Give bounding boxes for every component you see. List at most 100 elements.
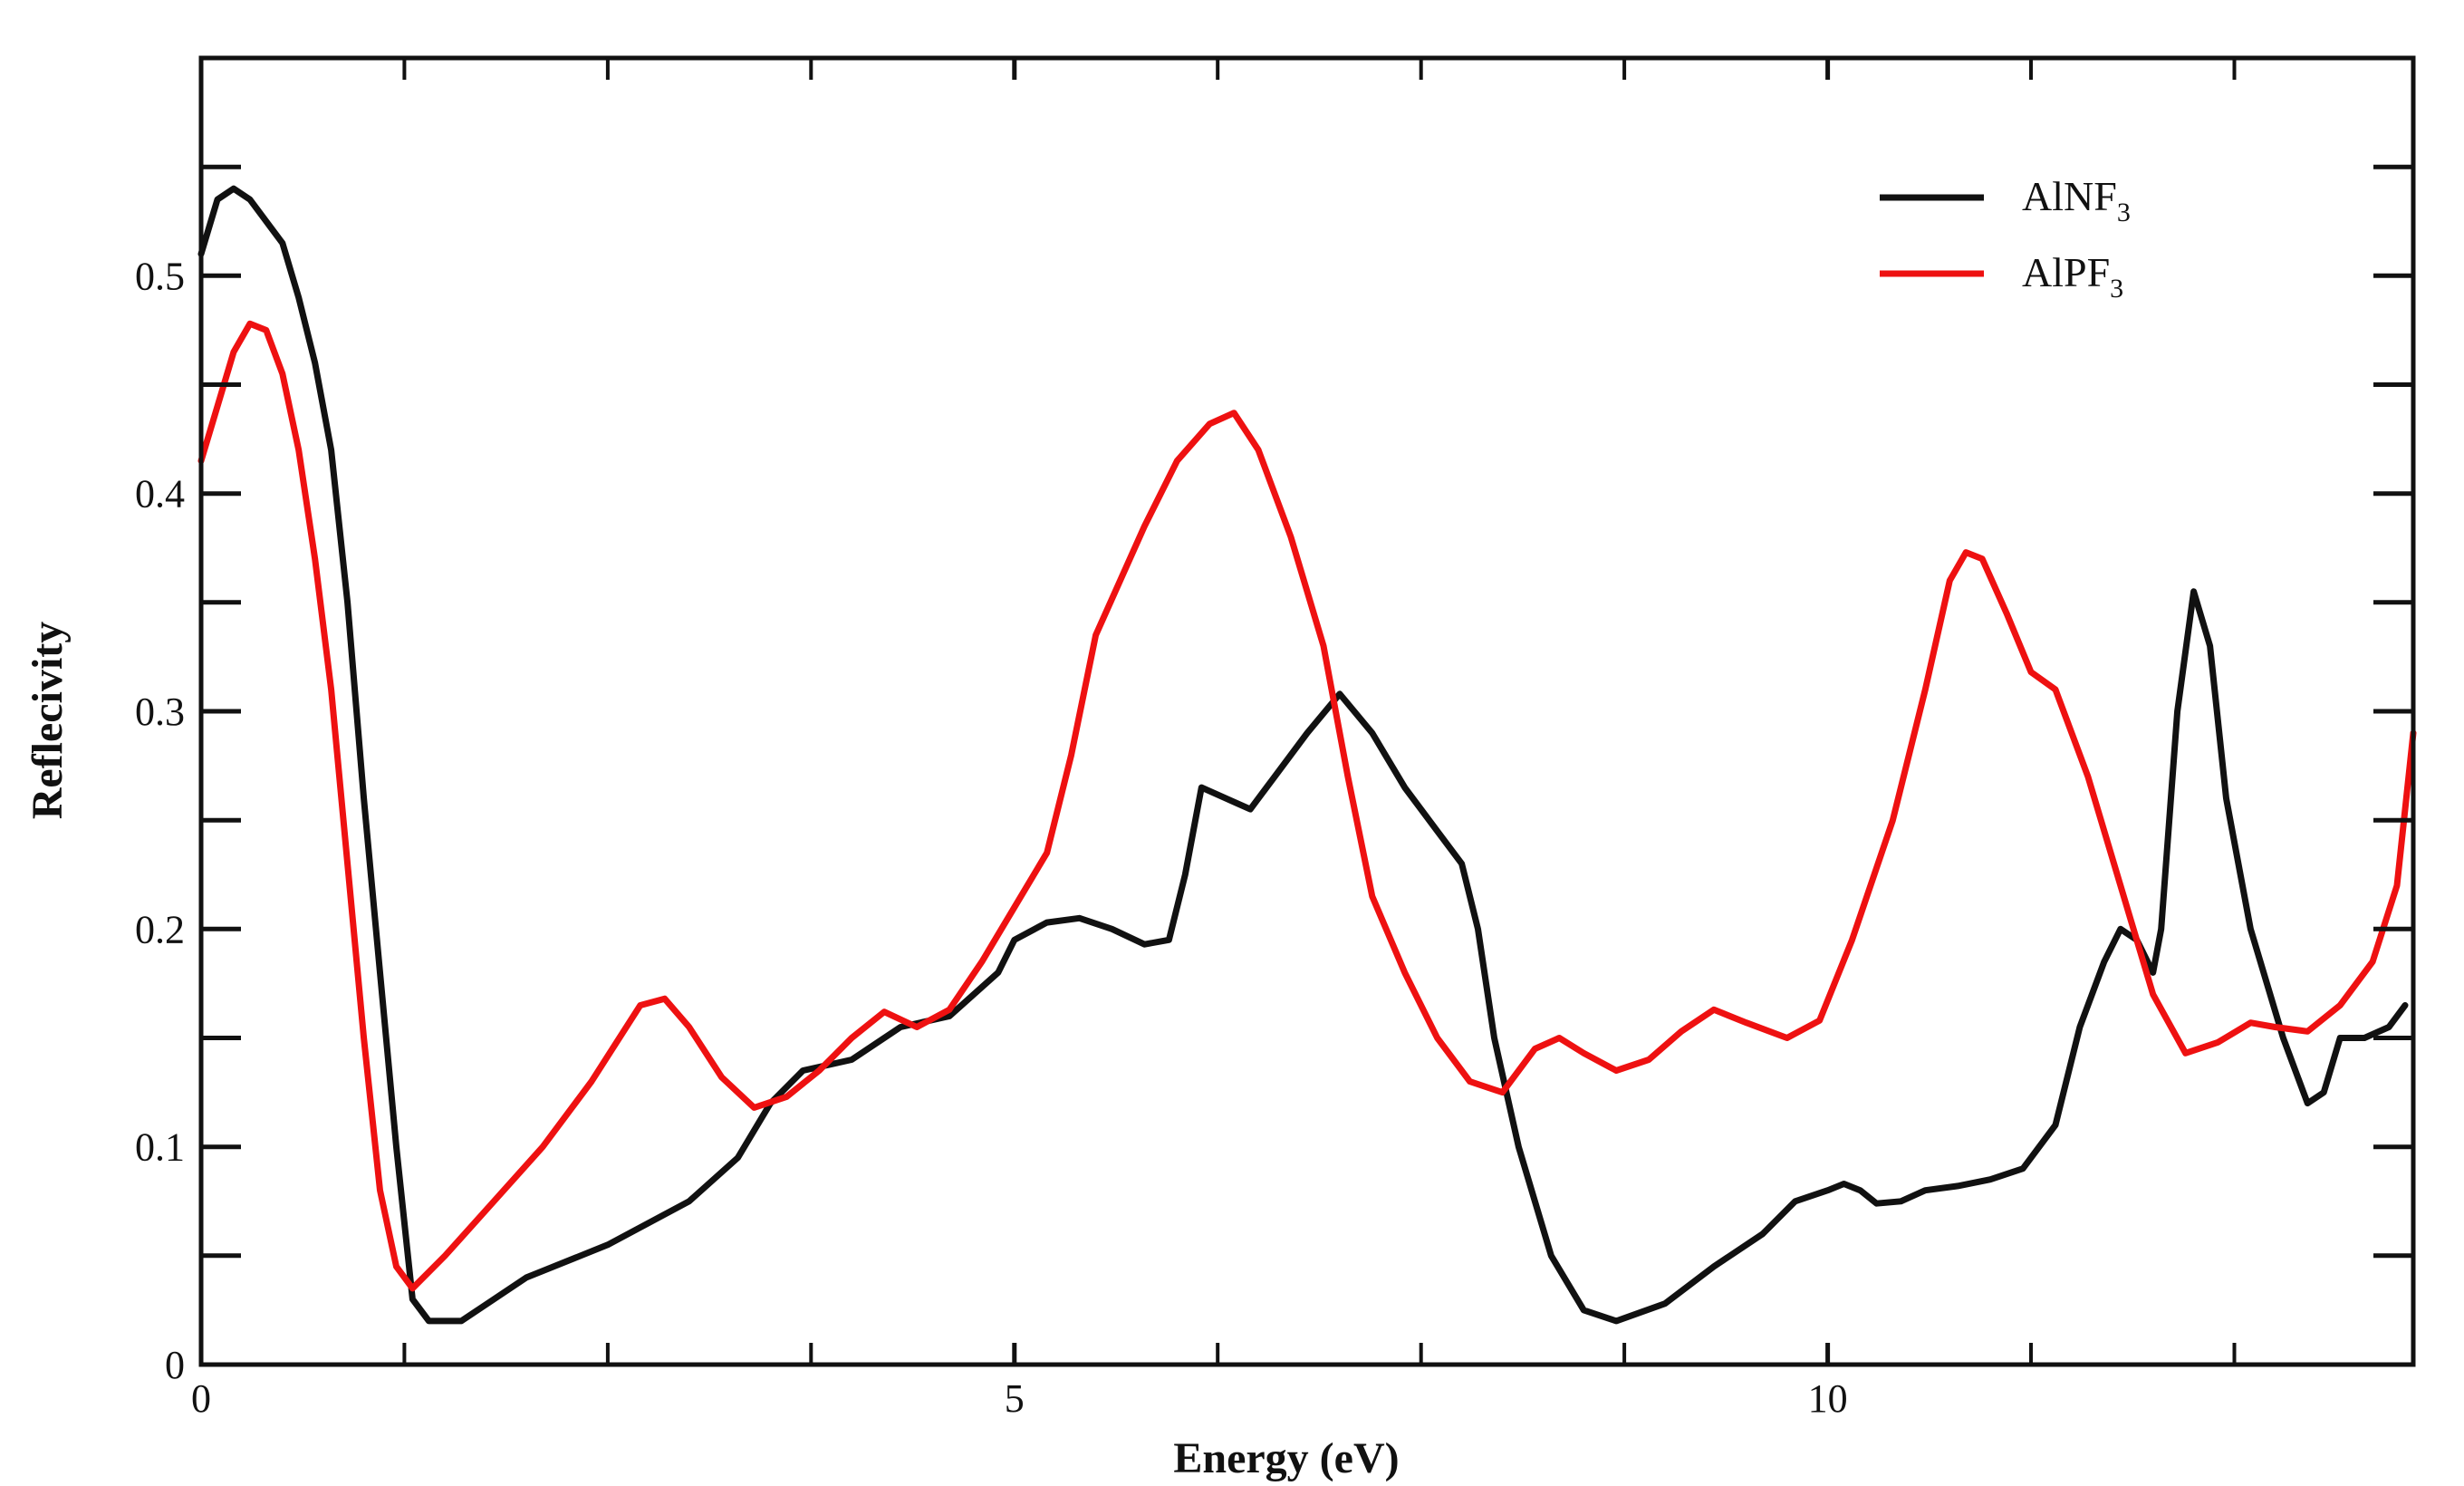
data-point-alnf3-20 — [737, 1157, 738, 1158]
y-tick-label-3: 0.3 — [135, 690, 185, 734]
data-point-alnf3-47 — [1551, 1255, 1552, 1256]
data-point-alnf3-4 — [265, 221, 266, 222]
data-point-alpf3-38 — [1258, 449, 1259, 450]
data-point-alpf3-69 — [2185, 1053, 2186, 1054]
data-point-alpf3-39 — [1291, 536, 1292, 537]
data-point-alnf3-65 — [2103, 961, 2104, 962]
data-point-alpf3-61 — [1966, 552, 1967, 553]
data-point-alnf3-60 — [1958, 1185, 1959, 1186]
data-point-alnf3-14 — [428, 1320, 429, 1321]
data-point-alnf3-7 — [314, 362, 315, 363]
data-point-alnf3-50 — [1665, 1303, 1666, 1304]
data-point-alpf3-21 — [721, 1076, 722, 1077]
legend-label-alnf3: AlNF3 — [2022, 173, 2131, 227]
data-point-alnf3-3 — [249, 199, 250, 200]
data-point-alnf3-57 — [1876, 1203, 1877, 1204]
data-point-alnf3-79 — [2364, 1037, 2365, 1038]
data-point-alnf3-22 — [803, 1070, 804, 1071]
data-point-alpf3-60 — [1949, 580, 1950, 581]
data-point-alpf3-3 — [249, 323, 250, 324]
y-tick-label-4: 0.4 — [135, 472, 185, 516]
data-point-alnf3-31 — [1144, 944, 1145, 945]
data-point-alnf3-29 — [1079, 918, 1080, 919]
data-point-alnf3-63 — [2055, 1124, 2056, 1125]
y-tick-label-0: 0 — [165, 1343, 185, 1387]
data-point-alpf3-67 — [2120, 885, 2121, 886]
y-tick-label-2: 0.2 — [135, 907, 185, 951]
data-point-alnf3-54 — [1827, 1190, 1828, 1191]
data-point-alpf3-46 — [1502, 1092, 1503, 1093]
data-point-alpf3-51 — [1649, 1059, 1650, 1060]
data-point-alpf3-5 — [282, 373, 283, 374]
data-point-alpf3-20 — [688, 1027, 689, 1028]
data-point-alpf3-56 — [1819, 1020, 1820, 1021]
data-point-alpf3-45 — [1469, 1081, 1470, 1082]
data-point-alnf3-64 — [2079, 1027, 2080, 1028]
data-point-alpf3-7 — [314, 558, 315, 559]
data-point-alpf3-31 — [1046, 853, 1047, 854]
data-point-alnf3-59 — [1925, 1190, 1926, 1191]
data-point-alnf3-8 — [331, 449, 332, 450]
data-point-alnf3-81 — [2405, 1005, 2406, 1006]
series-points-alpf3 — [201, 323, 2414, 1289]
data-point-alnf3-24 — [900, 1027, 901, 1028]
data-point-alnf3-41 — [1404, 787, 1405, 788]
data-point-alnf3-46 — [1518, 1146, 1519, 1147]
tick-labels-layer: 0 5 10 0 0.1 0.2 0.3 0.4 0.5 — [135, 254, 1848, 1421]
data-point-alpf3-55 — [1786, 1037, 1787, 1038]
data-point-alpf3-22 — [754, 1107, 755, 1108]
data-point-alpf3-6 — [298, 449, 299, 450]
y-tick-label-1: 0.1 — [135, 1125, 185, 1170]
data-point-alpf3-12 — [396, 1266, 397, 1267]
data-point-alpf3-48 — [1559, 1037, 1560, 1038]
data-point-alpf3-40 — [1323, 645, 1324, 646]
data-point-alnf3-76 — [2307, 1103, 2308, 1104]
legend-label-alpf3-sub: 3 — [2110, 274, 2123, 304]
data-point-alnf3-17 — [526, 1277, 527, 1278]
data-point-alpf3-52 — [1681, 1031, 1682, 1032]
data-point-alnf3-2 — [233, 188, 234, 189]
data-point-alnf3-10 — [363, 798, 364, 799]
data-point-alnf3-13 — [412, 1298, 413, 1299]
data-point-alnf3-80 — [2389, 1027, 2390, 1028]
x-tick-label-1: 5 — [1005, 1376, 1025, 1421]
data-point-alpf3-30 — [1014, 907, 1015, 908]
data-point-alnf3-62 — [2023, 1168, 2024, 1169]
data-point-alnf3-35 — [1226, 798, 1227, 799]
data-point-alpf3-74 — [2340, 1005, 2341, 1006]
data-point-alnf3-25 — [949, 1016, 950, 1017]
legend-label-alnf3-sub: 3 — [2117, 198, 2131, 227]
data-point-alpf3-32 — [1071, 755, 1072, 756]
data-point-alpf3-1 — [217, 406, 218, 407]
data-point-alnf3-45 — [1494, 1037, 1495, 1038]
data-point-alnf3-78 — [2340, 1037, 2341, 1038]
series-line-alpf3 — [197, 320, 2417, 1292]
legend-label-alnf3-main: AlNF — [2022, 173, 2117, 219]
data-point-alpf3-54 — [1746, 1022, 1747, 1023]
data-point-alpf3-58 — [1892, 820, 1893, 821]
data-point-alnf3-61 — [1990, 1179, 1991, 1180]
data-point-alnf3-34 — [1201, 787, 1202, 788]
data-point-alnf3-26 — [997, 972, 998, 973]
y-tick-label-5: 0.5 — [135, 254, 185, 298]
data-point-alpf3-26 — [884, 1011, 885, 1012]
data-point-alpf3-28 — [949, 1009, 950, 1010]
data-point-alnf3-70 — [2177, 711, 2178, 712]
data-point-alnf3-18 — [607, 1244, 608, 1245]
data-point-alnf3-27 — [1014, 940, 1015, 941]
x-tick-label-2: 10 — [1808, 1376, 1848, 1421]
data-point-alpf3-71 — [2250, 1022, 2251, 1023]
data-point-alpf3-17 — [591, 1081, 592, 1082]
data-point-alnf3-68 — [2152, 972, 2153, 973]
legend-label-alpf3: AlPF3 — [2022, 249, 2123, 304]
data-point-alnf3-51 — [1713, 1266, 1714, 1267]
data-point-alnf3-73 — [2226, 798, 2227, 799]
data-point-alpf3-29 — [981, 961, 982, 962]
data-point-alpf3-72 — [2275, 1027, 2276, 1028]
y-axis-label: Reflecivity — [24, 622, 72, 820]
data-point-alpf3-68 — [2152, 994, 2153, 995]
axis-ticks-layer — [198, 58, 2413, 1367]
data-point-alpf3-73 — [2307, 1031, 2308, 1032]
data-point-alpf3-24 — [819, 1070, 820, 1071]
